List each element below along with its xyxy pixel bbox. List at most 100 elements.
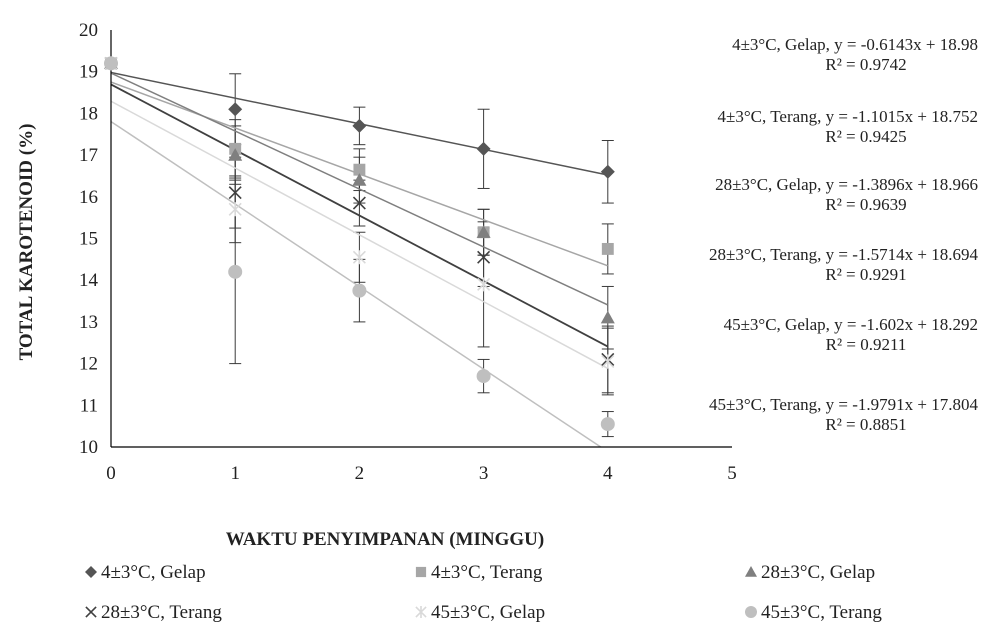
data-point-shape <box>352 283 367 298</box>
data-point <box>352 118 367 133</box>
data-point <box>476 141 491 156</box>
y-tick-label: 17 <box>79 145 98 166</box>
trendline-r2: R² = 0.9639 <box>825 195 906 214</box>
data-point-shape <box>228 264 243 279</box>
data-point <box>228 186 242 200</box>
legend-marker-shape <box>745 606 757 618</box>
trend-line <box>110 100 609 370</box>
data-point-shape <box>476 141 491 156</box>
legend-item: 28±3°C, Terang <box>85 602 222 623</box>
data-point <box>228 102 243 117</box>
trendline-equation: 45±3°C, Terang, y = -1.9791x + 17.804 <box>709 395 978 414</box>
data-point <box>477 277 491 292</box>
y-tick-label: 20 <box>79 20 98 41</box>
data-point <box>352 173 367 186</box>
data-point-shape <box>228 148 243 161</box>
data-point-shape <box>600 164 615 179</box>
trendline-r2: R² = 0.8851 <box>825 415 906 434</box>
y-tick-label: 18 <box>79 103 98 124</box>
y-tick-label: 14 <box>79 270 99 291</box>
trendline-equation: 45±3°C, Gelap, y = -1.602x + 18.292 <box>724 315 978 334</box>
y-tick-label: 13 <box>79 312 98 333</box>
legend-item: 45±3°C, Terang <box>745 602 882 623</box>
data-point <box>600 417 615 432</box>
legend-marker <box>415 606 427 618</box>
data-point-shape <box>600 310 615 324</box>
data-point <box>228 202 242 217</box>
y-tick-label: 11 <box>80 395 98 416</box>
y-tick-label: 15 <box>79 229 98 250</box>
trend-line <box>110 83 609 348</box>
legend-item: 4±3°C, Terang <box>415 562 543 583</box>
legend-marker-shape <box>745 566 757 577</box>
x-tick-label: 4 <box>603 463 613 484</box>
x-axis-title: WAKTU PENYIMPANAN (MINGGU) <box>226 529 544 550</box>
legend-label: 45±3°C, Gelap <box>431 602 545 623</box>
trend-line <box>110 72 609 306</box>
data-point <box>104 56 118 71</box>
legend-marker <box>415 566 427 578</box>
trendline-equation: 4±3°C, Gelap, y = -0.6143x + 18.98 <box>732 35 978 54</box>
data-point <box>601 242 614 255</box>
trendline-r2: R² = 0.9211 <box>826 335 907 354</box>
trendline-equation: 4±3°C, Terang, y = -1.1015x + 18.752 <box>718 107 978 126</box>
y-tick-label: 10 <box>79 437 98 458</box>
data-point <box>352 250 366 265</box>
y-tick-label: 12 <box>79 354 98 375</box>
x-tick-label: 2 <box>355 463 365 484</box>
y-tick-label: 16 <box>79 187 98 208</box>
data-point-shape <box>600 417 615 432</box>
legend-marker <box>745 566 757 577</box>
data-point <box>600 310 615 324</box>
legend-label: 4±3°C, Terang <box>431 562 543 583</box>
data-point-shape <box>601 242 614 255</box>
legend-label: 28±3°C, Terang <box>101 602 222 623</box>
x-tick-label: 5 <box>727 463 737 484</box>
legend-marker <box>85 566 97 578</box>
legend-item: 28±3°C, Gelap <box>745 562 875 583</box>
legend-label: 4±3°C, Gelap <box>101 562 206 583</box>
data-point-shape <box>353 163 366 176</box>
trendline-equation: 28±3°C, Gelap, y = -1.3896x + 18.966 <box>715 175 978 194</box>
legend-label: 28±3°C, Gelap <box>761 562 875 583</box>
legend: 4±3°C, Gelap 4±3°C, Terang 28±3°C, Gelap 28… <box>85 562 882 623</box>
legend-marker-shape <box>85 566 97 578</box>
x-tick-label: 3 <box>479 463 489 484</box>
data-point-shape <box>476 225 491 238</box>
trendline-r2: R² = 0.9742 <box>825 55 906 74</box>
data-points <box>104 56 615 432</box>
data-point <box>353 163 366 176</box>
legend-marker-shape <box>415 606 427 618</box>
data-point-shape <box>228 102 243 117</box>
trend-line <box>110 120 602 448</box>
data-point <box>476 225 491 238</box>
data-point-shape <box>352 196 366 210</box>
data-point <box>476 369 491 384</box>
trendline-equation: 28±3°C, Terang, y = -1.5714x + 18.694 <box>709 245 978 264</box>
trendline-r2: R² = 0.9425 <box>825 127 906 146</box>
legend-marker <box>745 606 757 618</box>
data-point-shape <box>476 369 491 384</box>
data-point <box>352 283 367 298</box>
data-point-shape <box>228 186 242 200</box>
data-point-shape <box>601 354 615 369</box>
data-point-shape <box>352 118 367 133</box>
trendline-r2: R² = 0.9291 <box>825 265 906 284</box>
legend-marker <box>85 606 97 618</box>
legend-marker-shape <box>85 606 97 618</box>
y-axis-title: TOTAL KAROTENOID (%) <box>16 124 37 361</box>
data-point-shape <box>104 56 118 71</box>
data-point <box>352 196 366 210</box>
data-point-shape <box>228 202 242 217</box>
data-point <box>228 148 243 161</box>
x-tick-label: 1 <box>230 463 240 484</box>
data-point-shape <box>477 250 491 264</box>
legend-item: 45±3°C, Gelap <box>415 602 545 623</box>
legend-item: 4±3°C, Gelap <box>85 562 206 583</box>
data-point <box>601 354 615 369</box>
data-point <box>477 250 491 264</box>
x-tick-label: 0 <box>106 463 116 484</box>
data-point-shape <box>352 173 367 186</box>
